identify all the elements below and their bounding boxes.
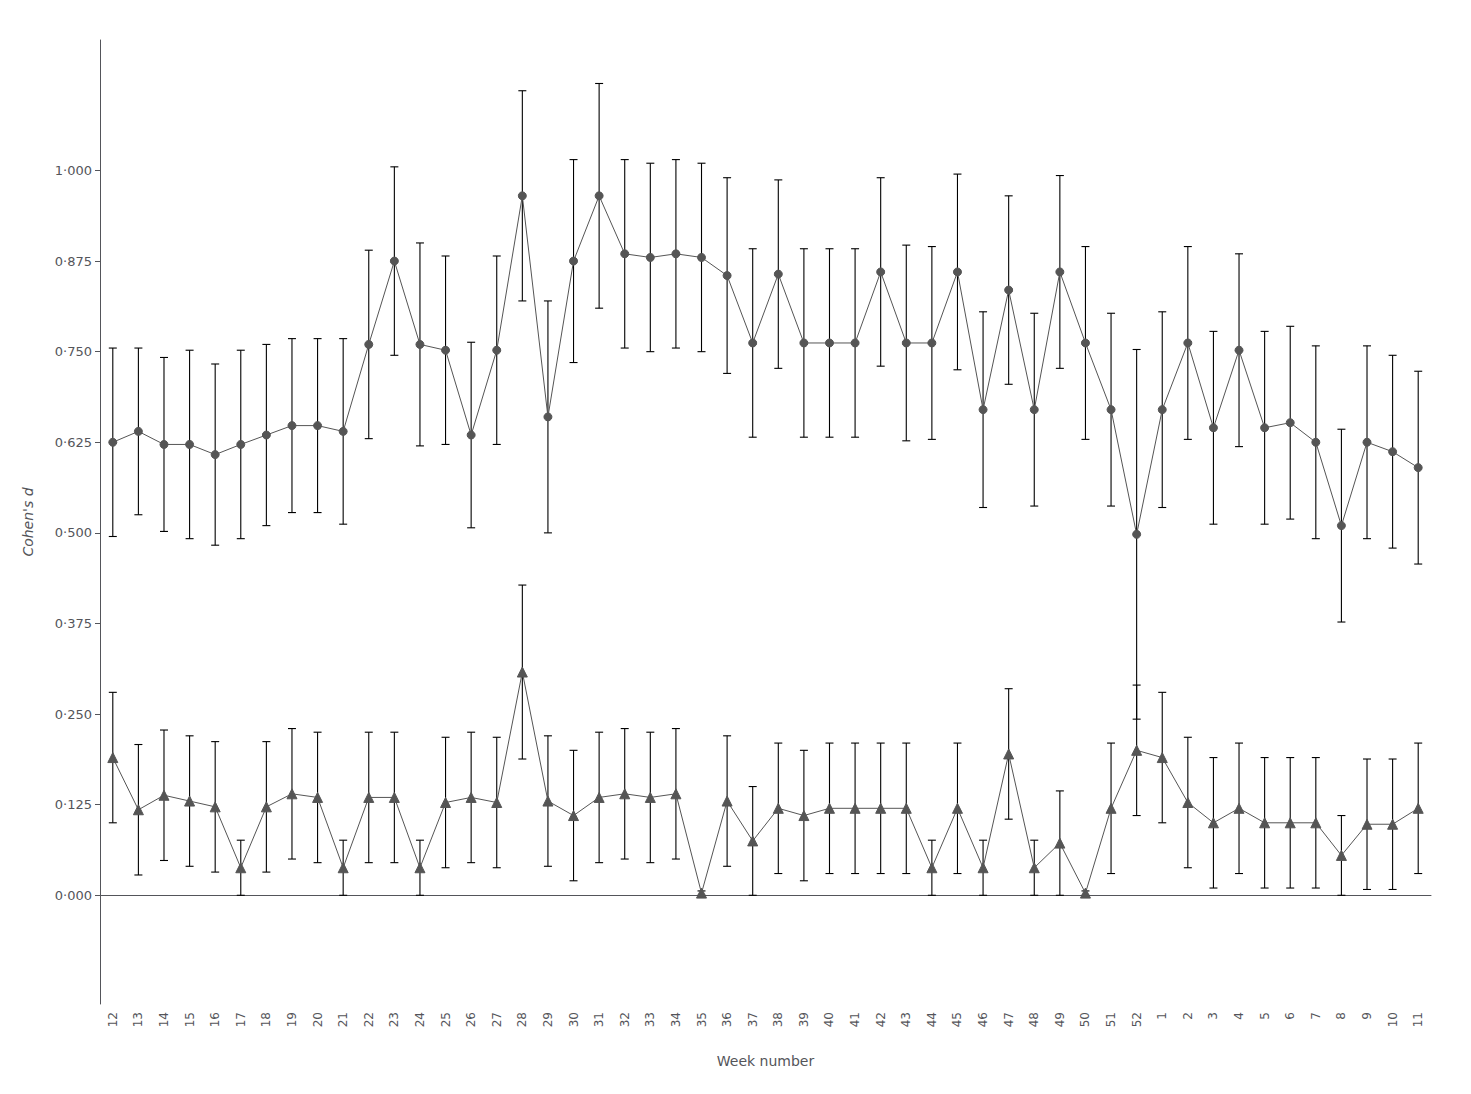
svg-text:25: 25 xyxy=(439,1012,453,1027)
svg-text:50: 50 xyxy=(1078,1012,1092,1027)
svg-text:5: 5 xyxy=(1258,1012,1272,1020)
svg-text:19: 19 xyxy=(285,1012,299,1027)
svg-text:44: 44 xyxy=(925,1012,939,1027)
svg-text:43: 43 xyxy=(899,1012,913,1027)
svg-text:8: 8 xyxy=(1334,1012,1348,1020)
svg-text:0·000: 0·000 xyxy=(55,888,92,903)
svg-text:0·750: 0·750 xyxy=(55,344,92,359)
svg-text:9: 9 xyxy=(1360,1012,1374,1020)
svg-text:14: 14 xyxy=(157,1012,171,1027)
svg-text:4: 4 xyxy=(1232,1012,1246,1020)
svg-text:13: 13 xyxy=(131,1012,145,1027)
svg-text:51: 51 xyxy=(1104,1012,1118,1027)
svg-text:3: 3 xyxy=(1206,1012,1220,1020)
svg-text:41: 41 xyxy=(848,1012,862,1027)
svg-text:Week number: Week number xyxy=(717,1053,815,1069)
svg-text:1: 1 xyxy=(1155,1012,1169,1020)
svg-text:45: 45 xyxy=(950,1012,964,1027)
svg-text:6: 6 xyxy=(1283,1012,1297,1020)
svg-text:15: 15 xyxy=(183,1012,197,1027)
svg-text:24: 24 xyxy=(413,1012,427,1027)
svg-text:0·500: 0·500 xyxy=(55,525,92,540)
svg-text:28: 28 xyxy=(515,1012,529,1027)
svg-text:0·250: 0·250 xyxy=(55,707,92,722)
svg-text:29: 29 xyxy=(541,1012,555,1027)
svg-text:22: 22 xyxy=(362,1012,376,1027)
svg-text:2: 2 xyxy=(1181,1012,1195,1020)
svg-text:32: 32 xyxy=(618,1012,632,1027)
svg-text:34: 34 xyxy=(669,1012,683,1027)
svg-text:30: 30 xyxy=(567,1012,581,1027)
svg-text:52: 52 xyxy=(1130,1012,1144,1027)
svg-text:12: 12 xyxy=(106,1012,120,1027)
svg-text:39: 39 xyxy=(797,1012,811,1027)
svg-text:0·125: 0·125 xyxy=(55,797,92,812)
svg-text:48: 48 xyxy=(1027,1012,1041,1027)
svg-text:33: 33 xyxy=(643,1012,657,1027)
svg-text:16: 16 xyxy=(208,1012,222,1027)
svg-text:11: 11 xyxy=(1411,1012,1425,1027)
svg-text:37: 37 xyxy=(746,1012,760,1027)
svg-text:0·875: 0·875 xyxy=(55,254,92,269)
svg-text:31: 31 xyxy=(592,1012,606,1027)
svg-text:36: 36 xyxy=(720,1012,734,1027)
svg-text:40: 40 xyxy=(822,1012,836,1027)
svg-text:26: 26 xyxy=(464,1012,478,1027)
svg-text:21: 21 xyxy=(336,1012,350,1027)
svg-text:0·625: 0·625 xyxy=(55,435,92,450)
svg-text:42: 42 xyxy=(874,1012,888,1027)
svg-text:Cohen's d: Cohen's d xyxy=(20,487,36,556)
svg-text:49: 49 xyxy=(1053,1012,1067,1027)
svg-text:18: 18 xyxy=(259,1012,273,1027)
svg-text:27: 27 xyxy=(490,1012,504,1027)
svg-text:23: 23 xyxy=(387,1012,401,1027)
svg-text:0·375: 0·375 xyxy=(55,616,92,631)
svg-text:17: 17 xyxy=(234,1012,248,1027)
svg-text:7: 7 xyxy=(1309,1012,1323,1020)
svg-text:35: 35 xyxy=(695,1012,709,1027)
svg-text:10: 10 xyxy=(1386,1012,1400,1027)
svg-text:46: 46 xyxy=(976,1012,990,1027)
svg-text:1·000: 1·000 xyxy=(55,163,92,178)
svg-text:20: 20 xyxy=(311,1012,325,1027)
svg-text:47: 47 xyxy=(1002,1012,1016,1027)
svg-text:38: 38 xyxy=(771,1012,785,1027)
